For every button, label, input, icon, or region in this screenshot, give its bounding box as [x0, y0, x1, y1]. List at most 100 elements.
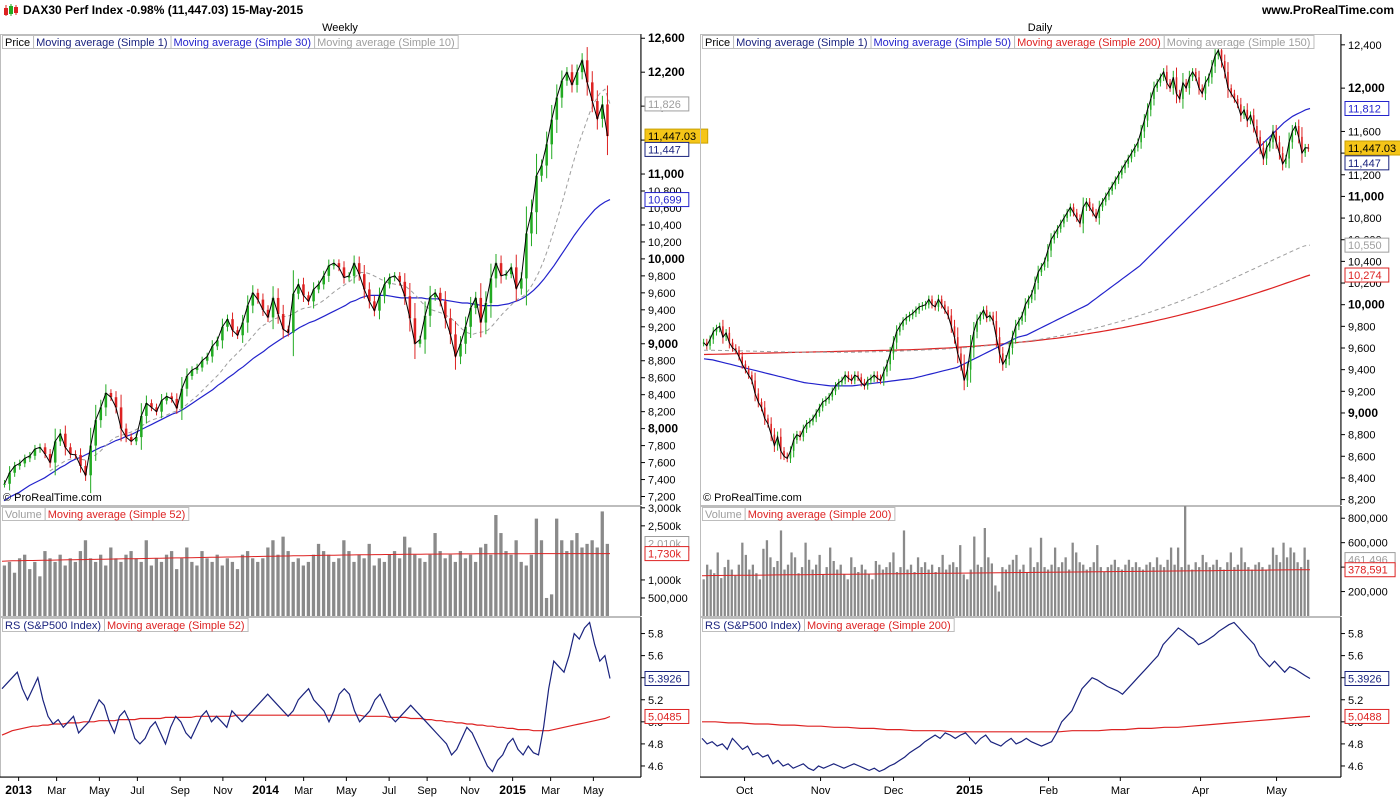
weekly-volume-bar — [327, 554, 331, 616]
daily-candle-body — [1175, 77, 1178, 94]
weekly-volume-bar — [509, 554, 513, 616]
weekly-candle-body — [439, 292, 442, 302]
daily-candle-body — [1008, 348, 1011, 359]
daily-volume-bar — [1303, 547, 1306, 616]
daily-volume-bar — [1032, 567, 1036, 616]
daily-candle-body — [992, 315, 994, 321]
daily-volume-bar — [751, 564, 755, 616]
daily-volume-bar — [1039, 537, 1043, 616]
daily-candle-body — [715, 328, 718, 332]
daily-volume-bar — [744, 554, 747, 616]
weekly-candle-body — [28, 455, 32, 459]
daily-candle-body — [1114, 180, 1117, 186]
weekly-volume-bar — [33, 561, 37, 616]
weekly-chart-svg[interactable]: Weekly12,60012,20011,80011,40011,00010,8… — [0, 20, 709, 800]
weekly-candle-body — [226, 319, 229, 327]
daily-candle-body — [1268, 142, 1271, 148]
weekly-volume-ma-line — [1, 553, 610, 562]
weekly-candle-body — [357, 263, 361, 275]
daily-volume-bar — [1159, 564, 1162, 616]
daily-candle-body — [1259, 136, 1261, 148]
daily-volume-bar — [927, 569, 930, 616]
daily-chart-pane[interactable]: Daily12,40012,00011,60011,40011,20011,00… — [700, 20, 1400, 800]
daily-candle-body — [1185, 82, 1187, 89]
daily-y-tick-label: 5.2 — [1348, 695, 1363, 707]
weekly-y-tick-label: 9,000 — [648, 337, 678, 351]
daily-legend-entry: Price — [705, 37, 730, 49]
daily-x-tick-label: Dec — [884, 785, 904, 797]
weekly-value-badge — [644, 192, 690, 208]
daily-volume-bar — [1096, 545, 1099, 616]
weekly-volume-bar — [438, 551, 442, 616]
daily-volume-bar — [1166, 559, 1169, 616]
daily-volume-bar — [909, 564, 913, 616]
daily-volume-bar — [941, 554, 944, 616]
weekly-volume-bar — [104, 565, 108, 616]
weekly-volume-bar — [12, 572, 17, 616]
weekly-volume-bar — [443, 558, 447, 616]
daily-candle-body — [873, 375, 875, 379]
daily-volume-bar — [765, 540, 769, 616]
weekly-chart-pane[interactable]: Weekly12,60012,20011,80011,40011,00010,8… — [0, 20, 709, 800]
daily-candle-body — [847, 375, 850, 379]
daily-volume-bar — [906, 569, 909, 616]
weekly-volume-bar — [342, 540, 346, 616]
daily-volume-bar — [1173, 564, 1176, 616]
daily-y-tick-label: 4.8 — [1348, 739, 1363, 751]
weekly-volume-bar — [316, 543, 321, 616]
weekly-volume-bar — [565, 551, 569, 616]
daily-volume-bar — [990, 563, 993, 616]
daily-candle-body — [1018, 320, 1020, 327]
weekly-volume-bar — [43, 551, 47, 616]
daily-y-tick-label: 8,800 — [1348, 430, 1376, 442]
daily-candle-body — [1162, 71, 1165, 78]
weekly-candle-body — [135, 437, 138, 442]
daily-candle-body — [966, 369, 969, 381]
daily-candle-body — [1220, 50, 1223, 62]
site-link[interactable]: www.ProRealTime.com — [1261, 3, 1394, 17]
weekly-volume-bar — [489, 554, 493, 616]
weekly-volume-bar — [58, 554, 62, 616]
daily-volume-bar — [1261, 567, 1264, 616]
weekly-candle-body — [550, 119, 553, 145]
daily-volume-bar — [818, 554, 821, 616]
weekly-candle-body — [3, 483, 6, 485]
weekly-legend-entry: RS (S&P500 Index) — [5, 620, 101, 632]
daily-candle-body — [712, 331, 715, 340]
weekly-candle-body — [530, 212, 533, 234]
daily-volume-bar — [987, 557, 990, 616]
weekly-volume-bar — [433, 533, 437, 616]
weekly-candle-body — [428, 297, 432, 316]
daily-y-tick-label: 9,000 — [1348, 406, 1378, 420]
daily-candle-body — [1159, 77, 1162, 83]
daily-volume-bar — [776, 561, 779, 616]
daily-candle-body — [1075, 212, 1078, 219]
weekly-volume-bar — [423, 561, 427, 616]
weekly-volume-bar — [38, 576, 42, 616]
daily-volume-bar — [1226, 562, 1229, 616]
weekly-volume-bar — [28, 569, 32, 616]
daily-volume-bar — [1103, 572, 1106, 616]
daily-candle-body — [1262, 147, 1265, 159]
weekly-y-tick-label: 7,400 — [648, 475, 676, 487]
weekly-x-tick-label: 2015 — [499, 783, 526, 797]
daily-volume-bar — [1198, 567, 1201, 616]
daily-y-tick-label: 5.6 — [1348, 651, 1363, 663]
weekly-y-tick-label: 3,000k — [648, 503, 682, 515]
daily-volume-bar — [1050, 564, 1053, 616]
weekly-candle-body — [606, 104, 609, 137]
daily-candle-body — [1198, 77, 1200, 89]
daily-candle-body — [1288, 142, 1290, 159]
weekly-candle-body — [413, 318, 417, 344]
daily-chart-svg[interactable]: Daily12,40012,00011,60011,40011,20011,00… — [700, 20, 1400, 800]
weekly-x-tick-label: Nov — [460, 785, 480, 797]
weekly-volume-bar — [190, 561, 194, 616]
daily-candle-body — [953, 326, 956, 338]
weekly-volume-bar — [321, 551, 326, 616]
daily-candle-body — [1243, 109, 1245, 116]
daily-candle-body — [754, 380, 756, 394]
daily-volume-bar — [1191, 569, 1194, 616]
daily-volume-bar — [1176, 547, 1180, 616]
weekly-candle-body — [59, 433, 62, 442]
daily-volume-bar — [1215, 559, 1218, 616]
